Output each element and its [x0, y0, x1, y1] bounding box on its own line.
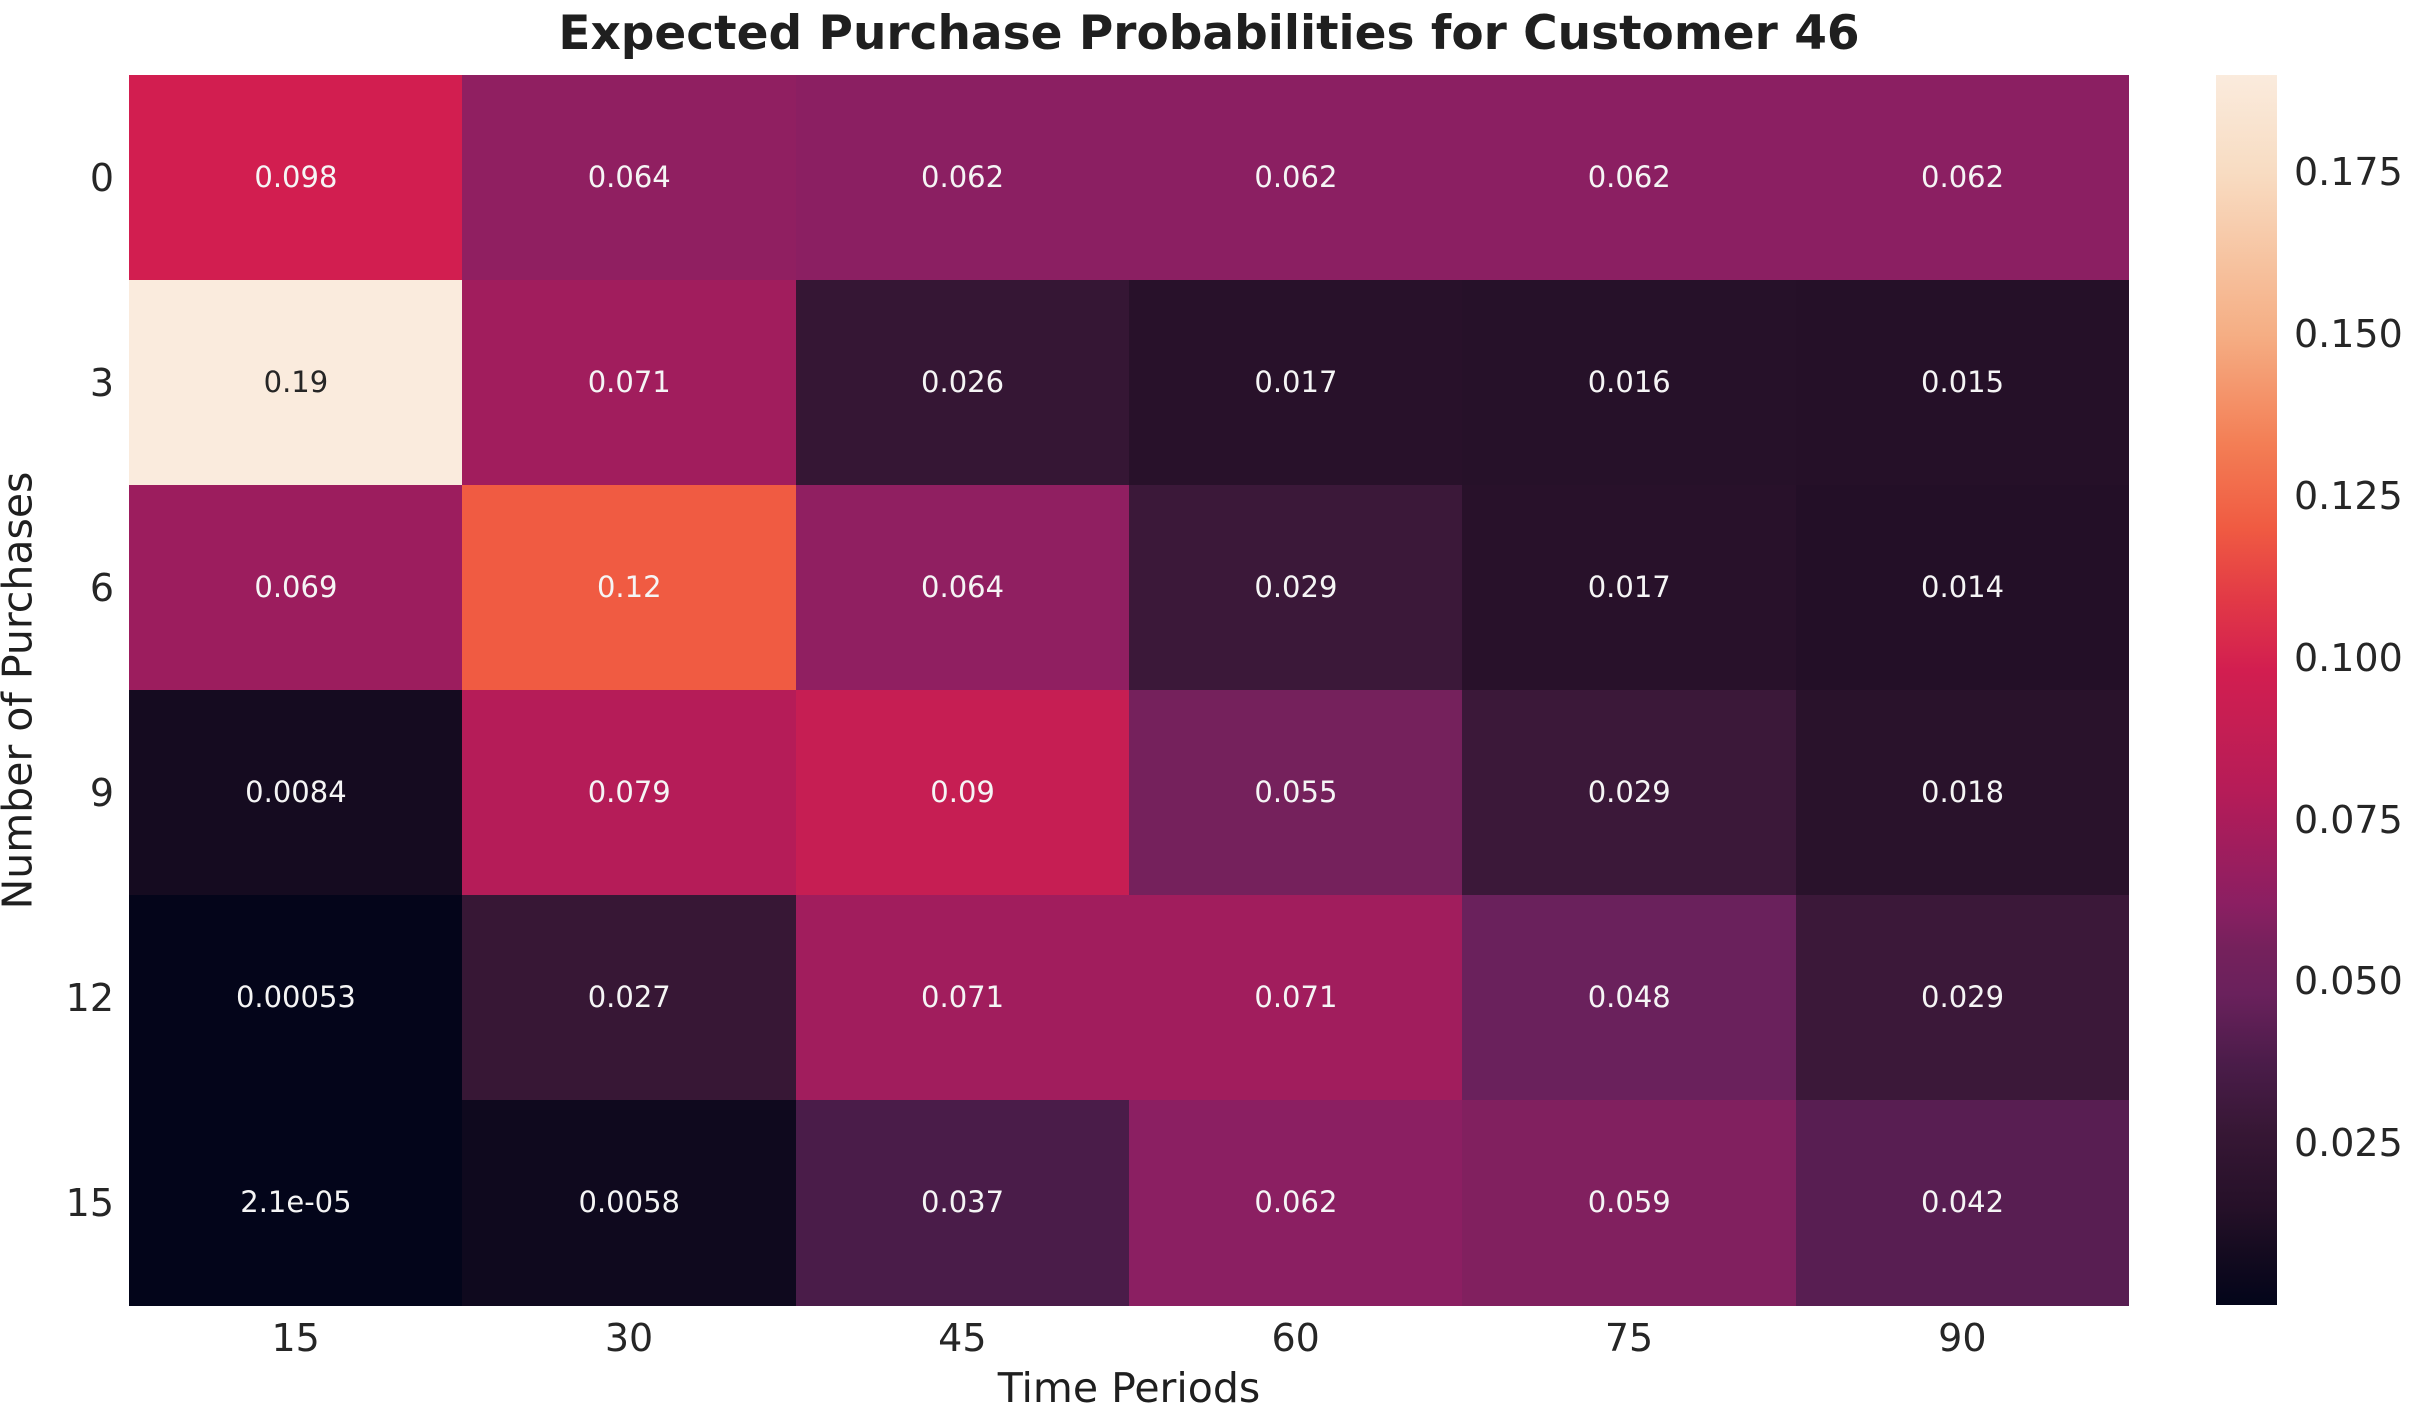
cell-annotation: 0.029 — [1921, 980, 2005, 1015]
cell-annotation: 0.059 — [1587, 1185, 1671, 1220]
cell-annotation: 0.0058 — [578, 1185, 680, 1220]
cell-annotation: 0.048 — [1587, 980, 1671, 1015]
y-tick-label: 15 — [65, 1180, 114, 1225]
heatmap-cell: 0.042 — [1795, 1100, 2130, 1306]
heatmap-cell: 0.015 — [1795, 280, 2130, 486]
heatmap-cell: 0.0058 — [462, 1100, 797, 1306]
colorbar-tick-label: 0.100 — [2294, 635, 2403, 680]
cell-annotation: 0.00053 — [235, 980, 356, 1015]
cell-annotation: 0.071 — [921, 980, 1005, 1015]
chart-title: Expected Purchase Probabilities for Cust… — [558, 6, 1860, 61]
cell-annotation: 2.1e-05 — [240, 1185, 352, 1220]
heatmap-cell: 0.059 — [1462, 1100, 1797, 1306]
cell-annotation: 0.062 — [1587, 160, 1671, 195]
cell-annotation: 0.071 — [1254, 980, 1338, 1015]
heatmap-cell: 0.029 — [1462, 690, 1797, 896]
heatmap-cell: 0.071 — [795, 895, 1130, 1101]
y-tick-label: 6 — [89, 565, 114, 610]
cell-annotation: 0.062 — [1254, 160, 1338, 195]
cell-annotation: 0.015 — [1921, 365, 2005, 400]
heatmap-cell: 0.069 — [129, 485, 463, 691]
heatmap-cell: 0.055 — [1129, 690, 1463, 896]
heatmap-cell: 0.064 — [462, 75, 797, 281]
heatmap-cell: 0.062 — [1129, 1100, 1463, 1306]
x-tick-label: 30 — [604, 1316, 654, 1360]
y-axis-label: Number of Purchases — [0, 471, 42, 910]
heatmap-cell: 0.079 — [462, 690, 797, 896]
heatmap-cell: 0.098 — [129, 75, 463, 281]
heatmap-cell: 0.027 — [462, 895, 797, 1101]
heatmap-cell: 2.1e-05 — [129, 1100, 463, 1306]
heatmap-cell: 0.029 — [1129, 485, 1463, 691]
cell-annotation: 0.09 — [930, 775, 995, 810]
x-tick-label: 60 — [1271, 1316, 1320, 1360]
heatmap-cell: 0.048 — [1462, 895, 1797, 1101]
heatmap-cell: 0.19 — [129, 280, 463, 486]
cell-annotation: 0.029 — [1587, 775, 1671, 810]
cell-annotation: 0.064 — [587, 160, 671, 195]
cell-annotation: 0.042 — [1921, 1185, 2005, 1220]
heatmap-cell: 0.071 — [462, 280, 797, 486]
cell-annotation: 0.026 — [921, 365, 1005, 400]
cell-annotation: 0.014 — [1921, 570, 2005, 605]
x-tick-label: 75 — [1604, 1316, 1654, 1360]
cell-annotation: 0.016 — [1587, 365, 1671, 400]
colorbar-tick-label: 0.175 — [2294, 150, 2403, 195]
cell-annotation: 0.098 — [254, 160, 338, 195]
heatmap-cell: 0.029 — [1795, 895, 2130, 1101]
y-tick-label: 9 — [89, 770, 114, 815]
heatmap-grid: 0.098 0.064 0.062 0.062 0.062 0.062 0.19 0.071 0… — [129, 75, 2130, 1306]
colorbar-tick-label: 0.125 — [2294, 473, 2403, 518]
heatmap-cell: 0.014 — [1795, 485, 2130, 691]
cell-annotation: 0.062 — [1254, 1185, 1338, 1220]
heatmap-cell: 0.017 — [1462, 485, 1797, 691]
heatmap-cell: 0.062 — [1129, 75, 1463, 281]
colorbar-tick-label: 0.050 — [2294, 959, 2403, 1004]
cell-annotation: 0.0084 — [245, 775, 347, 810]
heatmap-cell: 0.018 — [1795, 690, 2130, 896]
heatmap-cell: 0.026 — [795, 280, 1130, 486]
cell-annotation: 0.071 — [587, 365, 671, 400]
x-axis-label: Time Periods — [997, 1364, 1261, 1412]
y-tick-label: 3 — [89, 360, 114, 405]
x-tick-label: 90 — [1938, 1316, 1987, 1360]
cell-annotation: 0.19 — [263, 365, 329, 400]
heatmap-cell: 0.09 — [795, 690, 1130, 896]
cell-annotation: 0.017 — [1587, 570, 1671, 605]
cell-annotation: 0.069 — [254, 570, 338, 605]
cell-annotation: 0.062 — [1921, 160, 2005, 195]
heatmap-cell: 0.00053 — [129, 895, 463, 1101]
colorbar-tick-label: 0.025 — [2294, 1121, 2403, 1166]
cell-annotation: 0.017 — [1254, 365, 1338, 400]
y-tick-label: 0 — [89, 155, 114, 200]
heatmap-cell: 0.062 — [795, 75, 1130, 281]
cell-annotation: 0.12 — [596, 570, 662, 605]
heatmap-cell: 0.016 — [1462, 280, 1797, 486]
heatmap-cell: 0.071 — [1129, 895, 1463, 1101]
colorbar — [2216, 75, 2277, 1305]
y-tick-label: 12 — [65, 975, 114, 1020]
cell-annotation: 0.055 — [1254, 775, 1338, 810]
x-tick-label: 45 — [938, 1316, 987, 1360]
cell-annotation: 0.037 — [921, 1185, 1005, 1220]
cell-annotation: 0.062 — [921, 160, 1005, 195]
cell-annotation: 0.064 — [921, 570, 1005, 605]
cell-annotation: 0.018 — [1921, 775, 2005, 810]
heatmap-cell: 0.037 — [795, 1100, 1130, 1306]
cell-annotation: 0.029 — [1254, 570, 1338, 605]
heatmap-cell: 0.017 — [1129, 280, 1463, 486]
heatmap-cell: 0.0084 — [129, 690, 463, 896]
x-tick-label: 15 — [271, 1316, 320, 1360]
heatmap-cell: 0.062 — [1462, 75, 1797, 281]
cell-annotation: 0.027 — [587, 980, 671, 1015]
heatmap-cell: 0.062 — [1795, 75, 2130, 281]
heatmap-cell: 0.064 — [795, 485, 1130, 691]
heatmap-cell: 0.12 — [462, 485, 797, 691]
colorbar-tick-label: 0.075 — [2294, 797, 2403, 842]
cell-annotation: 0.079 — [587, 775, 671, 810]
colorbar-tick-label: 0.150 — [2294, 311, 2403, 356]
